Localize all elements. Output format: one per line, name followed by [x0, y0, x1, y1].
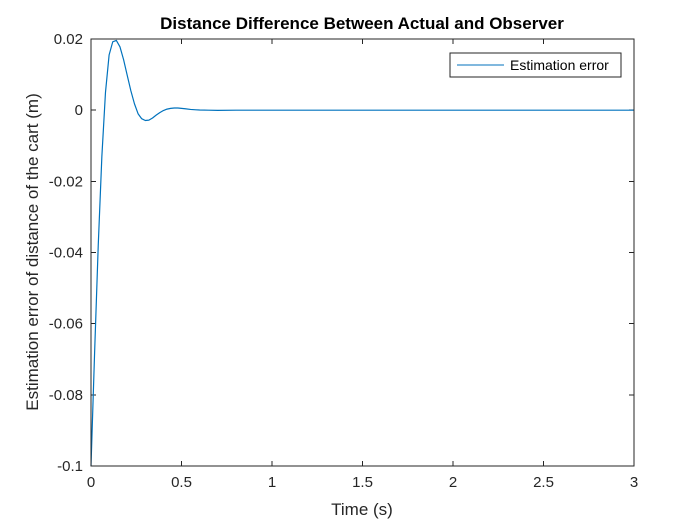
x-axis-label: Time (s) [331, 500, 393, 519]
y-tick-label: -0.1 [57, 458, 83, 475]
y-tick-label: 0 [75, 102, 83, 119]
x-tick-label: 0 [87, 474, 95, 491]
x-tick-label: 0.5 [171, 474, 192, 491]
plot-area [91, 39, 634, 466]
y-tick-label: -0.02 [49, 173, 83, 190]
chart-title: Distance Difference Between Actual and O… [160, 14, 564, 33]
x-tick-label: 2.5 [533, 474, 554, 491]
legend: Estimation error [449, 52, 622, 78]
series-line-estimation-error [90, 39, 634, 467]
y-tick-label: -0.04 [49, 245, 83, 262]
y-tick-label: -0.06 [49, 316, 83, 333]
x-tick-label: 2 [449, 474, 457, 491]
x-tick-label: 1.5 [352, 474, 373, 491]
axes-box [90, 38, 635, 467]
legend-label: Estimation error [510, 57, 609, 73]
x-tick-label: 1 [268, 474, 276, 491]
y-tick-label: 0.02 [54, 31, 83, 48]
series-layer [90, 39, 634, 467]
tick-labels-layer: 0 0.5 1 1.5 2 2.5 3 -0.1 -0.08 -0.06 -0.04 -0.02 0 0.… [49, 31, 638, 491]
y-axis-label: Estimation error of distance of the cart… [23, 93, 42, 410]
x-tick-label: 3 [630, 474, 638, 491]
y-tick-label: -0.08 [49, 387, 83, 404]
